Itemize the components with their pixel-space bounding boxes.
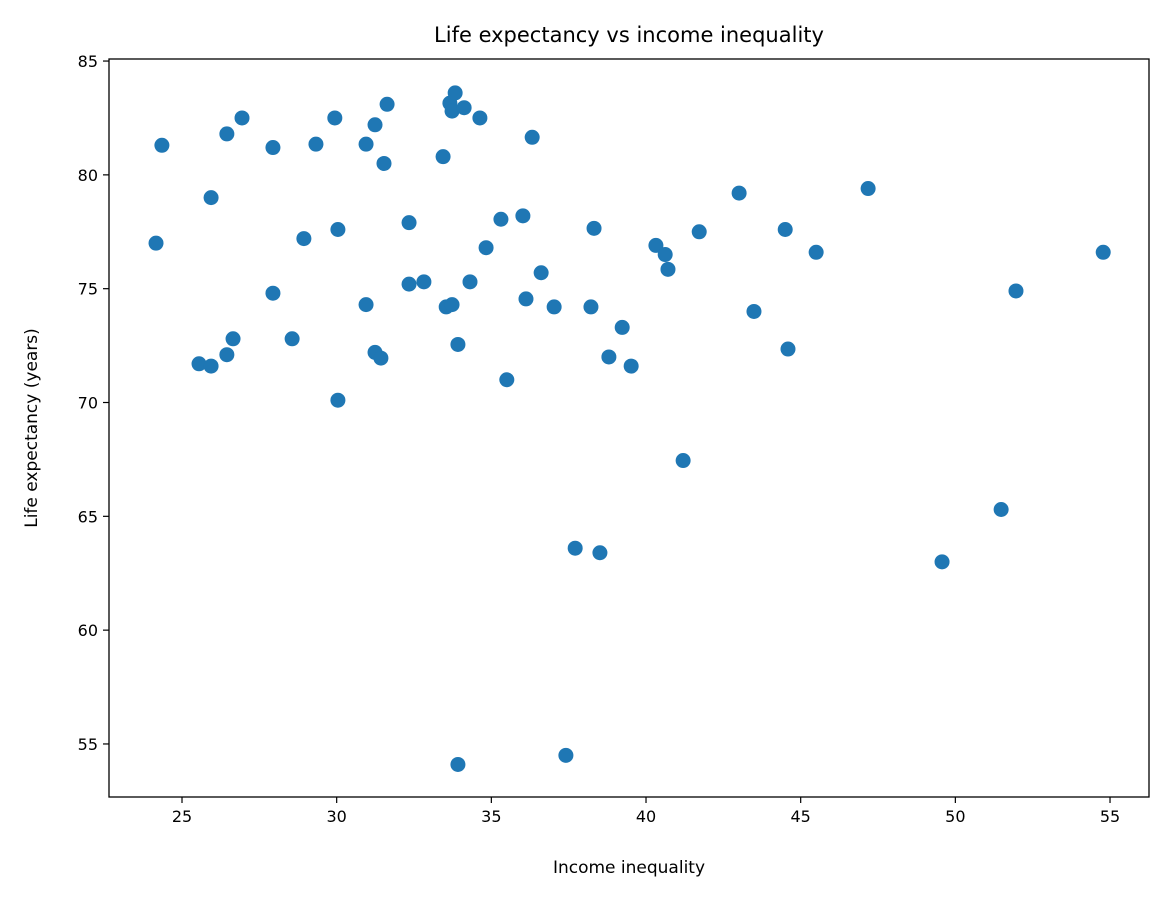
x-tick-label: 55 [1100,807,1120,826]
x-tick-label: 45 [791,807,811,826]
data-point [660,261,676,277]
x-tick-label: 40 [636,807,656,826]
y-tick-label: 85 [78,52,98,71]
x-axis-label: Income inequality [553,858,705,878]
data-point [450,336,466,352]
data-point [191,356,207,372]
data-point [934,554,950,570]
data-point [296,231,312,247]
data-point [601,349,617,365]
y-tick-label: 55 [78,735,98,754]
y-tick-label: 70 [78,394,98,413]
y-axis-label: Life expectancy (years) [22,328,42,528]
x-axis-ticks: 25 30 35 40 45 50 55 [172,797,1120,826]
data-point [416,274,432,290]
data-point [524,129,540,145]
y-tick-label: 60 [78,621,98,640]
data-point [515,208,531,224]
x-tick-label: 25 [172,807,192,826]
data-point [993,501,1009,517]
data-point [592,545,608,561]
data-point [154,137,170,153]
data-point [558,747,574,763]
data-point [746,303,762,319]
x-tick-label: 50 [945,807,965,826]
data-point [472,110,488,126]
data-point [450,756,466,772]
y-tick-label: 80 [78,166,98,185]
data-point [499,372,515,388]
data-point [225,331,241,347]
data-point [435,149,451,165]
data-point [367,117,383,133]
data-point [614,319,630,335]
data-point [808,244,824,260]
data-point [1008,283,1024,299]
data-point [379,96,395,112]
data-point [533,265,549,281]
data-point [203,358,219,374]
y-axis-ticks: 55 60 65 70 75 80 85 [78,52,109,754]
data-point [493,211,509,227]
data-point [330,222,346,238]
plot-frame [108,58,1150,798]
data-point [583,299,599,315]
data-point [731,185,747,201]
data-point [219,347,235,363]
y-tick-label: 75 [78,280,98,299]
data-point [234,110,250,126]
data-point [1095,244,1111,260]
data-point [860,181,876,197]
chart-title: Life expectancy vs income inequality [434,23,824,47]
y-tick-label: 65 [78,507,98,526]
data-point [401,276,417,292]
data-point [447,85,463,101]
data-point [376,155,392,171]
data-point [691,224,707,240]
data-point [456,100,472,116]
data-point [401,215,417,231]
x-tick-label: 35 [481,807,501,826]
data-point [444,103,460,119]
x-tick-label: 30 [326,807,346,826]
data-point [780,341,796,357]
data-point [308,136,324,152]
data-point [284,331,300,347]
data-point [373,350,389,366]
data-point [675,453,691,469]
data-point [203,190,219,206]
data-point [358,297,374,313]
data-point [657,247,673,263]
data-point [358,136,374,152]
data-point [623,358,639,374]
data-point [148,235,164,251]
data-point [567,540,583,556]
points-layer [148,85,1111,772]
data-point [518,291,534,307]
data-point [265,140,281,156]
data-point [265,285,281,301]
data-point [546,299,562,315]
data-point [478,240,494,256]
data-point [327,110,343,126]
data-point [648,237,664,253]
data-point [444,297,460,313]
data-point [330,392,346,408]
data-point [462,274,478,290]
data-point [219,126,235,142]
data-point [777,222,793,238]
data-point [586,220,602,236]
